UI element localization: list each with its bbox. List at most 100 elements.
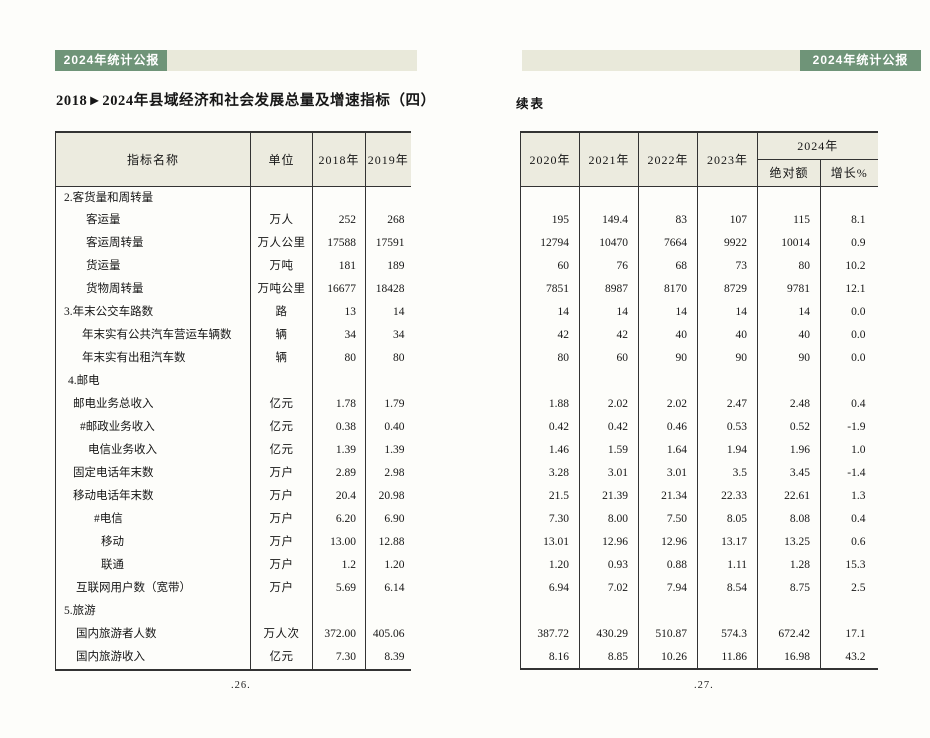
table-row: 移动电话年末数 万户 20.4 20.98	[55, 484, 411, 508]
indicator-name-cell: 客运量	[55, 209, 251, 233]
col-header-2020: 2020年	[520, 132, 580, 187]
value-2022-cell: 8170	[638, 278, 698, 302]
page-number-right: .27.	[694, 680, 714, 691]
value-2019-cell: 405.06	[372, 627, 405, 640]
unit-cell: 万人	[250, 209, 313, 233]
value-2021-cell: 3.01	[579, 461, 639, 485]
value-2023-cell	[697, 370, 758, 394]
table-row: 固定电话年末数 万户 2.89 2.98	[55, 461, 411, 485]
indicator-name-cell: 邮电业务总收入	[55, 393, 251, 417]
value-2022-cell: 83	[638, 209, 698, 233]
unit-cell: 亿元	[250, 416, 313, 439]
table-row: 国内旅游收入 亿元 7.30 8.39	[55, 645, 411, 670]
table-row-continuation: 60 76 68 73 80 10.2	[520, 255, 878, 279]
value-2022-cell: 12.96	[638, 530, 698, 554]
unit-cell: 万户	[250, 484, 313, 508]
value-2021-cell: 8.00	[579, 507, 639, 531]
value-2019-cell: 34	[393, 329, 405, 342]
header-band-right	[522, 50, 800, 71]
value-2024-absolute-cell: 1.28	[757, 553, 821, 577]
table-row-continuation: 21.5 21.39 21.34 22.33 22.61 1.3	[520, 484, 878, 508]
value-2018-cell: 1.2	[312, 553, 366, 577]
value-2024-growth-cell: 12.1	[845, 283, 866, 296]
value-2020-cell: 0.42	[520, 416, 580, 439]
table-row: 联通 万户 1.2 1.20	[55, 553, 411, 577]
value-2024-growth-cell: 0.0	[851, 329, 866, 342]
indicator-name-cell: 联通	[55, 553, 251, 577]
value-2023-cell: 14	[697, 301, 758, 325]
value-2024-growth-cell: 0.9	[851, 237, 866, 250]
value-2024-growth-cell: 0.4	[851, 512, 866, 525]
col-header-absolute: 绝对额	[757, 159, 821, 187]
value-2024-absolute-cell	[757, 186, 821, 210]
table-row: 4.邮电	[55, 370, 411, 394]
value-2023-cell: 1.94	[697, 438, 758, 462]
value-2018-cell: 181	[312, 255, 366, 279]
value-2020-cell: 42	[520, 324, 580, 348]
table-row: 邮电业务总收入 亿元 1.78 1.79	[55, 393, 411, 417]
col-header-2018: 2018年	[312, 132, 366, 187]
table-row-continuation: 7.30 8.00 7.50 8.05 8.08 0.4	[520, 507, 878, 531]
unit-cell: 亿元	[250, 393, 313, 417]
page-number-left: .26.	[231, 680, 251, 691]
value-2019-cell: 1.39	[384, 443, 405, 456]
table-row-continuation: 13.01 12.96 12.96 13.17 13.25 0.6	[520, 530, 878, 554]
value-2022-cell: 90	[638, 347, 698, 371]
report-badge-left: 2024年统计公报	[55, 50, 168, 71]
unit-cell: 亿元	[250, 438, 313, 462]
indicator-name-cell: 4.邮电	[55, 370, 251, 394]
indicator-name-cell: 电信业务收入	[55, 438, 251, 462]
value-2019-cell	[366, 600, 411, 623]
col-header-2019: 2019年	[365, 132, 411, 187]
value-2019-cell: 12.88	[378, 535, 405, 548]
value-2022-cell: 7664	[638, 232, 698, 256]
value-2022-cell: 510.87	[638, 622, 698, 646]
value-2020-cell: 1.46	[520, 438, 580, 462]
value-2018-cell	[312, 186, 366, 210]
value-2022-cell: 0.46	[638, 416, 698, 439]
value-2021-cell: 60	[579, 347, 639, 371]
value-2021-cell	[579, 599, 639, 623]
value-2021-cell: 7.02	[579, 576, 639, 600]
unit-cell	[250, 370, 313, 394]
unit-cell: 万户	[250, 530, 313, 554]
value-2022-cell: 10.26	[638, 645, 698, 670]
value-2024-growth-cell: 15.3	[845, 558, 866, 571]
table-row: 3.年末公交车路数 路 13 14	[55, 301, 411, 325]
value-2024-growth-cell: 2.5	[851, 581, 866, 594]
unit-cell: 万户	[250, 553, 313, 577]
value-2024-absolute-cell	[757, 370, 821, 394]
value-2021-cell	[579, 370, 639, 394]
table-row: 客运周转量 万人公里 17588 17591	[55, 232, 411, 256]
table-row-continuation: 1.88 2.02 2.02 2.47 2.48 0.4	[520, 393, 878, 416]
value-2020-cell	[520, 186, 580, 210]
value-2019-cell: 2.98	[384, 466, 405, 479]
value-2021-cell: 0.42	[579, 416, 639, 439]
value-2022-cell	[638, 370, 698, 394]
value-2022-cell: 40	[638, 324, 698, 348]
indicator-name-cell: #电信	[55, 507, 251, 531]
value-2020-cell: 7851	[520, 278, 580, 302]
table-row-continuation: 12794 10470 7664 9922 10014 0.9	[520, 232, 878, 256]
value-2022-cell: 1.64	[638, 438, 698, 462]
value-2021-cell: 2.02	[579, 393, 639, 416]
indicator-name-cell: 年末实有公共汽车营运车辆数	[55, 324, 251, 348]
value-2024-absolute-cell: 3.45	[757, 461, 821, 485]
value-2019-cell	[366, 186, 411, 209]
indicator-name-cell: 移动	[55, 530, 251, 554]
value-2018-cell: 0.38	[312, 416, 366, 439]
value-2024-growth-cell	[821, 370, 878, 393]
value-2024-absolute-cell: 10014	[757, 232, 821, 256]
value-2024-absolute-cell: 1.96	[757, 438, 821, 462]
right-table-body: 195 149.4 83 107 115 8.1 12794 10470 766…	[520, 186, 878, 670]
value-2022-cell	[638, 599, 698, 623]
value-2024-absolute-cell: 9781	[757, 278, 821, 302]
value-2019-cell: 20.98	[378, 489, 405, 502]
value-2018-cell: 372.00	[312, 622, 366, 646]
value-2023-cell: 73	[697, 255, 758, 279]
value-2020-cell: 195	[520, 209, 580, 233]
report-badge-right: 2024年统计公报	[800, 50, 921, 71]
col-header-growth: 增长%	[820, 159, 878, 187]
value-2024-absolute-cell: 13.25	[757, 530, 821, 554]
value-2020-cell: 80	[520, 347, 580, 371]
